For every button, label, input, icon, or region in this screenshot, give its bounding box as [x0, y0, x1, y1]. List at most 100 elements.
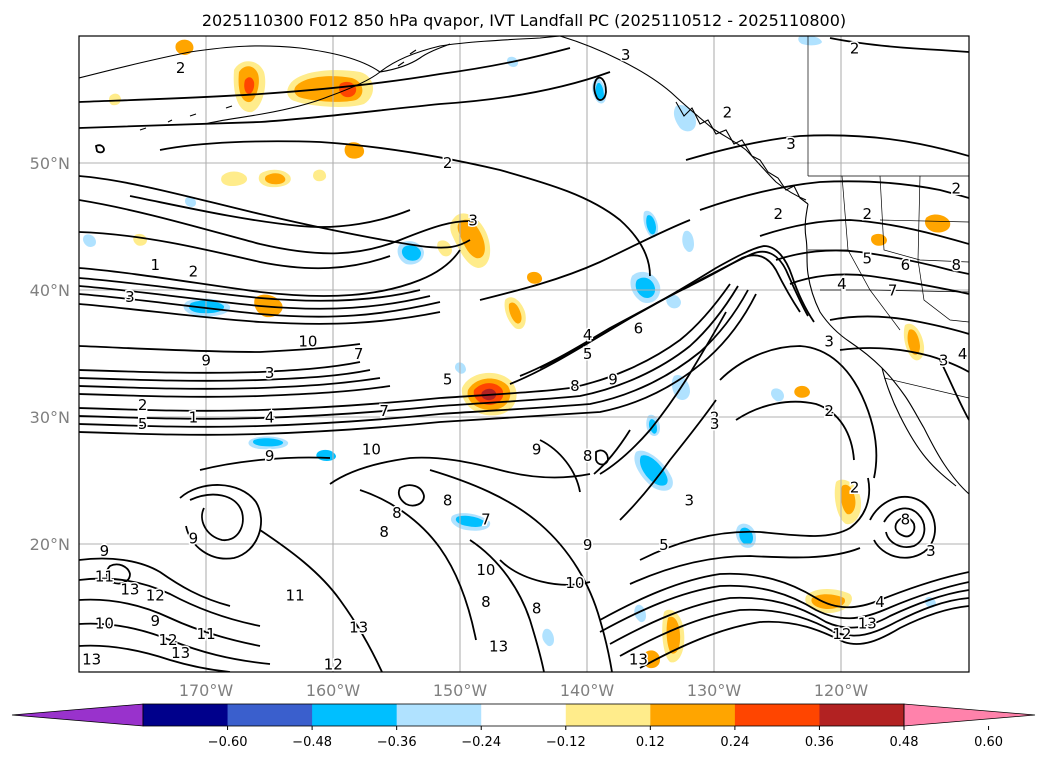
contour-line	[499, 559, 591, 586]
contour-label: 8	[443, 491, 453, 509]
contour-line	[79, 644, 231, 672]
contour-label: 2	[850, 479, 860, 497]
shade-negative-blob	[673, 104, 696, 132]
contour-line	[79, 557, 231, 607]
chart-title: 2025110300 F012 850 hPa qvapor, IVT Land…	[202, 11, 846, 30]
shade-positive-blob	[221, 171, 248, 186]
colorbar-tick-label: −0.24	[461, 735, 501, 750]
contour-label: 2	[710, 409, 720, 427]
contour-line	[79, 71, 611, 129]
lon-tick-label: 160°W	[306, 681, 361, 700]
shade-negative-blob	[252, 438, 284, 447]
border-state	[820, 289, 969, 293]
contour-line	[759, 219, 969, 245]
colorbar-tick-label: 0.24	[720, 735, 749, 750]
contour-line	[735, 400, 855, 461]
lon-tick-label: 150°W	[433, 681, 488, 700]
contour-label: 8	[570, 377, 580, 395]
contour-line	[479, 219, 691, 301]
shade-positive-blob	[527, 271, 543, 284]
shade-positive-blob	[508, 302, 522, 324]
contour-line	[79, 303, 441, 325]
contour-label: 4	[583, 326, 593, 344]
contour-label: 12	[324, 655, 343, 673]
contour-label: 13	[629, 650, 648, 668]
contour-label: 3	[621, 46, 631, 64]
contour-line	[79, 199, 479, 255]
contour-line	[685, 134, 969, 161]
contour-label: 1	[151, 256, 161, 274]
contour-label: 11	[197, 625, 216, 643]
contour-label: 10	[476, 561, 495, 579]
contour-label: 2	[774, 205, 784, 223]
contour-line	[609, 589, 969, 645]
contour-line	[329, 456, 591, 485]
contour-label: 9	[201, 351, 211, 369]
contour-line	[259, 529, 383, 672]
colorbar-tick-label: 0.48	[890, 735, 919, 750]
contour-line	[79, 369, 371, 382]
contour-label: 2	[952, 180, 962, 198]
contour-line	[599, 311, 727, 475]
contour-label: 7	[888, 281, 898, 299]
shade-positive-blob	[108, 93, 121, 106]
contour-line	[939, 359, 969, 421]
coastline-alaska	[79, 36, 561, 79]
border-state	[879, 175, 969, 263]
contour-line	[79, 598, 261, 647]
contour-line	[539, 245, 815, 369]
contour-line	[775, 249, 969, 275]
contour-label: 3	[926, 542, 936, 560]
contour-line	[595, 449, 609, 466]
contour-line	[894, 517, 916, 538]
contour-label: 2	[138, 396, 148, 414]
contour-label: 2	[443, 154, 453, 172]
shade-negative-blob	[666, 294, 681, 309]
contour-label: 4	[265, 409, 275, 427]
contour-label: 9	[100, 542, 110, 560]
contour-line	[699, 180, 969, 211]
contour-label: 13	[82, 650, 101, 668]
contour-label: 13	[489, 638, 508, 656]
contour-label: 4	[958, 345, 968, 363]
contour-line	[79, 377, 381, 390]
colorbar-segment	[650, 704, 736, 726]
contour-line	[79, 385, 391, 398]
map-frame	[78, 35, 970, 673]
contour-label: 12	[158, 631, 177, 649]
lon-axis: 170°W 160°W 150°W 140°W 130°W 120°W	[179, 681, 869, 700]
contour-line	[79, 285, 431, 310]
lon-tick-label: 120°W	[814, 681, 869, 700]
lon-tick-label: 170°W	[179, 681, 234, 700]
contour-line	[593, 429, 631, 475]
contour-line	[79, 249, 461, 297]
contour-line	[869, 495, 936, 559]
contour-label: 8	[901, 510, 911, 528]
contour-label: 2	[189, 262, 199, 280]
shade-negative-blob	[83, 234, 96, 247]
contour-line	[619, 399, 717, 521]
shade-positive-blob	[794, 385, 810, 398]
shade-positive-blob	[313, 169, 327, 182]
shade-negative-blob	[542, 628, 554, 647]
contour-label: 10	[362, 440, 381, 458]
contour-label: 12	[146, 587, 165, 605]
contour-label: 3	[125, 288, 135, 306]
contour-line	[883, 507, 926, 548]
contour-label: 9	[583, 536, 593, 554]
contour-line	[629, 547, 861, 585]
shade-negative-blob	[682, 230, 694, 252]
contour-line	[129, 195, 411, 228]
contour-label: 8	[481, 593, 491, 611]
colorbar-tick-label: −0.48	[292, 735, 332, 750]
contour-label: 5	[659, 536, 669, 554]
contour-label: 9	[151, 612, 161, 630]
coastline-west-coast	[804, 203, 969, 495]
lat-tick-label: 50°N	[30, 154, 70, 173]
contour-label: 11	[95, 568, 114, 586]
lat-axis: 50°N 40°N 30°N 20°N	[30, 154, 70, 554]
contour-line	[639, 477, 871, 561]
lon-tick-label: 130°W	[687, 681, 742, 700]
contour-label: 13	[858, 615, 877, 633]
contour-label: 9	[532, 440, 542, 458]
